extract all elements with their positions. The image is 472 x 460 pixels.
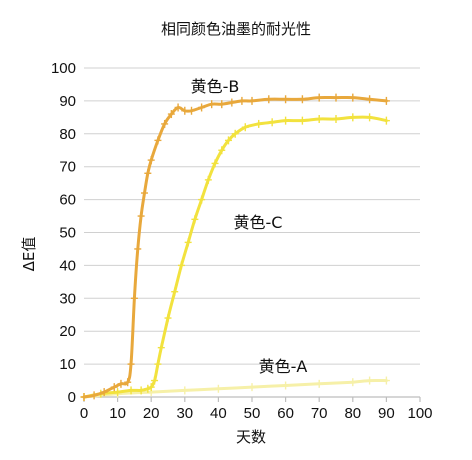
y-axis-label: ΔE值 <box>20 237 38 272</box>
x-tick-label-70: 70 <box>311 405 328 422</box>
series-layer <box>80 93 390 401</box>
y-tick-label-0: 0 <box>68 389 76 406</box>
x-tick-label-90: 90 <box>378 405 395 422</box>
axes: 0 10 20 30 40 50 60 70 80 90 100 0 10 20 30 40 50 60 70 80 9… <box>51 60 433 422</box>
series-line-1 <box>82 95 388 399</box>
y-tick-label-80: 80 <box>59 126 76 143</box>
series-label-1: 黄色-B <box>191 77 240 96</box>
series-2 <box>80 113 390 401</box>
x-axis-label: 天数 <box>236 428 266 446</box>
series-label-3: 黄色-A <box>259 357 308 376</box>
x-tick-label-50: 50 <box>244 405 261 422</box>
series-label-2: 黄色-C <box>234 213 283 232</box>
y-tick-label-100: 100 <box>51 60 76 77</box>
y-tick-label-10: 10 <box>59 356 76 373</box>
x-tick-label-40: 40 <box>210 405 227 422</box>
x-tick-label-60: 60 <box>277 405 294 422</box>
x-tick-label-10: 10 <box>109 405 126 422</box>
y-tick-label-30: 30 <box>59 290 76 307</box>
y-tick-label-40: 40 <box>59 257 76 274</box>
y-tick-label-60: 60 <box>59 192 76 209</box>
y-tick-label-20: 20 <box>59 323 76 340</box>
series-line-2 <box>82 115 388 399</box>
x-tick-label-80: 80 <box>344 405 361 422</box>
y-tick-label-90: 90 <box>59 93 76 110</box>
y-tick-label-70: 70 <box>59 159 76 176</box>
series-line-3 <box>82 378 388 399</box>
series-1 <box>80 93 390 401</box>
x-tick-label-100: 100 <box>407 405 432 422</box>
x-tick-label-30: 30 <box>176 405 193 422</box>
x-tick-label-0: 0 <box>80 405 88 422</box>
chart-title: 相同颜色油墨的耐光性 <box>161 20 311 38</box>
x-tick-label-20: 20 <box>143 405 160 422</box>
y-tick-label-50: 50 <box>59 225 76 242</box>
series-labels: 黄色-A 黄色-C 黄色-B <box>191 77 308 376</box>
